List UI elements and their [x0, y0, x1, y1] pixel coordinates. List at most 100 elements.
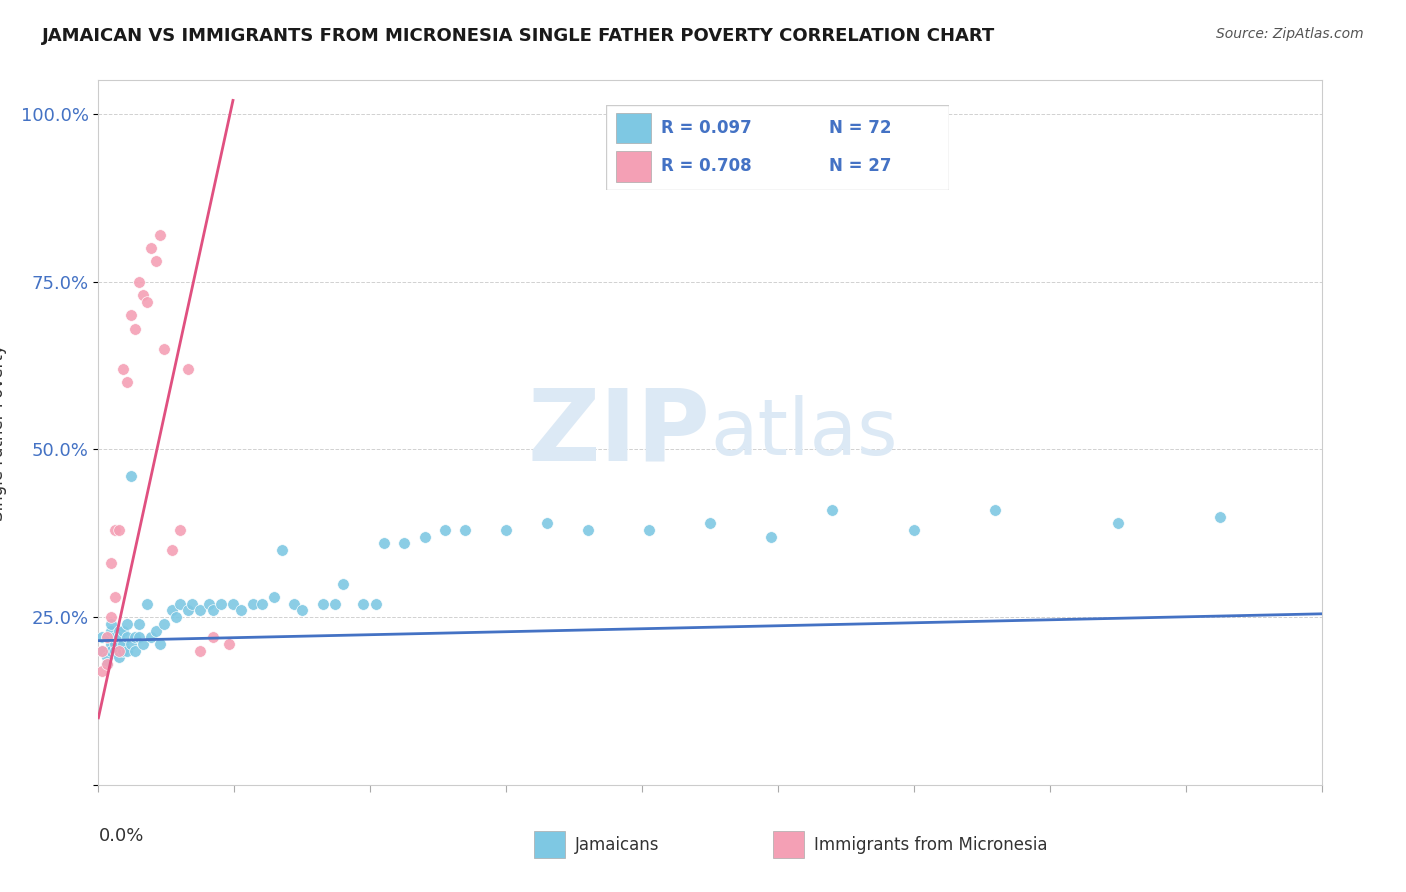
Point	[108, 630, 131, 644]
Point	[136, 597, 159, 611]
Text: 0.0%: 0.0%	[98, 827, 143, 846]
Point	[91, 630, 114, 644]
Point	[111, 624, 134, 638]
Point	[177, 362, 200, 376]
Text: Immigrants from Micronesia: Immigrants from Micronesia	[814, 836, 1047, 854]
Point	[209, 597, 232, 611]
Point	[197, 597, 219, 611]
Point	[413, 530, 436, 544]
Point	[100, 624, 122, 638]
Point	[104, 644, 127, 658]
Point	[312, 597, 335, 611]
Point	[96, 657, 118, 672]
Point	[91, 644, 114, 658]
Point	[201, 603, 224, 617]
Point	[100, 637, 122, 651]
Point	[181, 597, 204, 611]
Point	[283, 597, 305, 611]
Point	[108, 644, 131, 658]
Point	[352, 597, 374, 611]
Text: atlas: atlas	[710, 394, 897, 471]
Point	[124, 644, 146, 658]
Point	[115, 616, 138, 631]
Point	[160, 543, 183, 558]
Point	[96, 630, 118, 644]
Point	[1209, 509, 1232, 524]
Point	[323, 597, 346, 611]
Point	[250, 597, 273, 611]
Text: Source: ZipAtlas.com: Source: ZipAtlas.com	[1216, 27, 1364, 41]
Point	[1107, 516, 1129, 531]
Point	[454, 523, 477, 537]
Point	[104, 630, 127, 644]
Point	[149, 227, 172, 242]
Point	[222, 597, 245, 611]
Point	[108, 624, 131, 638]
Point	[120, 637, 142, 651]
Point	[96, 657, 118, 672]
Point	[115, 376, 138, 390]
Point	[120, 469, 142, 483]
Point	[392, 536, 416, 550]
Point	[434, 523, 457, 537]
Point	[91, 664, 114, 678]
Point	[108, 637, 131, 651]
Point	[100, 610, 122, 624]
Point	[160, 603, 183, 617]
Point	[637, 523, 661, 537]
Point	[242, 597, 264, 611]
Point	[108, 523, 131, 537]
Point	[104, 590, 127, 604]
Point	[218, 637, 240, 651]
Point	[128, 616, 150, 631]
Point	[270, 543, 294, 558]
Point	[152, 342, 174, 356]
Point	[699, 516, 721, 531]
Text: ZIP: ZIP	[527, 384, 710, 481]
Point	[128, 630, 150, 644]
Point	[145, 624, 167, 638]
Point	[136, 294, 159, 309]
Text: JAMAICAN VS IMMIGRANTS FROM MICRONESIA SINGLE FATHER POVERTY CORRELATION CHART: JAMAICAN VS IMMIGRANTS FROM MICRONESIA S…	[42, 27, 995, 45]
Point	[132, 637, 155, 651]
Point	[96, 630, 118, 644]
Point	[373, 536, 395, 550]
Point	[495, 523, 517, 537]
Point	[177, 603, 200, 617]
Point	[91, 644, 114, 658]
Point	[364, 597, 387, 611]
Point	[821, 503, 844, 517]
Point	[115, 644, 138, 658]
Point	[169, 523, 191, 537]
Point	[263, 590, 285, 604]
Point	[100, 557, 122, 571]
Point	[100, 616, 122, 631]
Point	[536, 516, 558, 531]
Point	[165, 610, 187, 624]
Point	[576, 523, 599, 537]
Point	[141, 241, 163, 255]
Point	[145, 254, 167, 268]
Text: Jamaicans: Jamaicans	[575, 836, 659, 854]
Point	[152, 616, 174, 631]
Point	[115, 630, 138, 644]
Point	[141, 630, 163, 644]
Point	[332, 576, 354, 591]
Point	[149, 637, 172, 651]
Point	[124, 321, 146, 335]
Point	[128, 275, 150, 289]
Y-axis label: Single Father Poverty: Single Father Poverty	[0, 344, 7, 521]
Point	[111, 637, 134, 651]
Point	[124, 630, 146, 644]
Point	[169, 597, 191, 611]
Point	[132, 288, 155, 302]
Point	[96, 650, 118, 665]
Point	[291, 603, 314, 617]
Point	[111, 362, 134, 376]
Point	[984, 503, 1007, 517]
Point	[104, 637, 127, 651]
Point	[188, 603, 212, 617]
Point	[100, 644, 122, 658]
Point	[120, 308, 142, 322]
Point	[231, 603, 253, 617]
